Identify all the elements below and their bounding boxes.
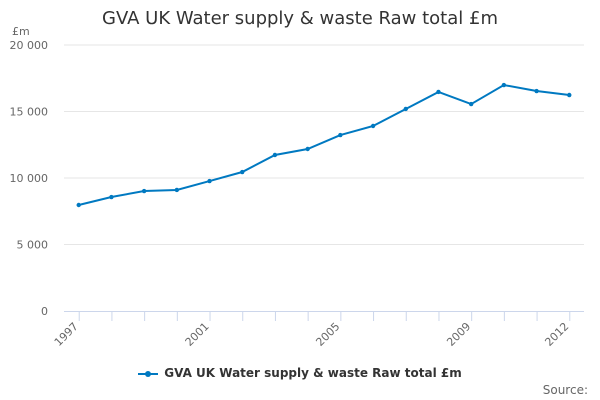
data-point bbox=[534, 88, 539, 94]
data-point bbox=[141, 188, 147, 194]
data-point bbox=[436, 89, 441, 95]
x-tick-label: 2001 bbox=[183, 320, 212, 349]
data-point bbox=[240, 169, 245, 175]
data-point bbox=[501, 82, 507, 88]
data-point bbox=[76, 202, 81, 208]
data-point bbox=[370, 123, 376, 129]
y-tick-label: 0 bbox=[41, 305, 48, 318]
data-point bbox=[468, 101, 474, 107]
data-point bbox=[272, 152, 278, 158]
x-tick-label: 1997 bbox=[52, 320, 81, 349]
x-tick-label: 2012 bbox=[542, 320, 571, 349]
legend[interactable]: GVA UK Water supply & waste Raw total £m bbox=[0, 366, 600, 380]
x-tick-label: 2005 bbox=[313, 320, 342, 349]
data-point bbox=[403, 106, 408, 112]
data-point bbox=[338, 132, 343, 138]
series-line bbox=[78, 83, 570, 206]
y-tick-label: 15 000 bbox=[10, 106, 49, 119]
y-axis-unit-label: £m bbox=[12, 25, 30, 38]
source-label: Source: bbox=[542, 383, 588, 397]
legend-swatch bbox=[138, 370, 159, 377]
x-tick-label: 2009 bbox=[444, 320, 473, 349]
data-point bbox=[174, 187, 180, 193]
data-point bbox=[567, 92, 572, 98]
y-tick-label: 20 000 bbox=[10, 39, 49, 52]
data-point bbox=[109, 194, 114, 200]
chart-title: GVA UK Water supply & waste Raw total £m bbox=[102, 8, 498, 29]
y-tick-label: 5 000 bbox=[17, 239, 49, 252]
legend-label: GVA UK Water supply & waste Raw total £m bbox=[164, 366, 462, 380]
y-tick-label: 10 000 bbox=[10, 172, 49, 185]
data-point bbox=[207, 178, 212, 184]
data-point bbox=[305, 146, 310, 152]
